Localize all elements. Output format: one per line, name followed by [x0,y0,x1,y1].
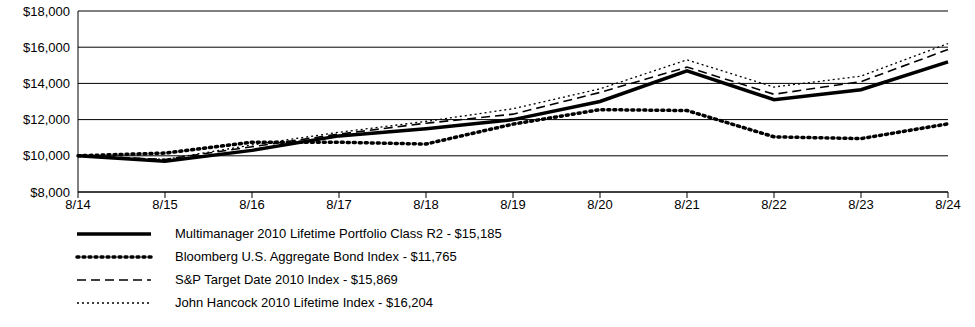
svg-text:8/22: 8/22 [761,197,786,212]
svg-text:8/20: 8/20 [587,197,612,212]
svg-text:8/17: 8/17 [326,197,351,212]
svg-text:$8,000: $8,000 [30,185,70,200]
svg-text:8/15: 8/15 [152,197,177,212]
svg-text:$10,000: $10,000 [23,148,70,163]
html-text:John Hancock 2010 Lifetime Ind: John Hancock 2010 Lifetime Index - $16,2… [175,295,433,310]
svg-text:$18,000: $18,000 [23,4,70,19]
html-text:Bloomberg U.S. Aggregate Bond: Bloomberg U.S. Aggregate Bond Index - $1… [175,249,457,264]
svg-text:$16,000: $16,000 [23,40,70,55]
svg-text:8/16: 8/16 [239,197,264,212]
svg-text:8/24: 8/24 [935,197,960,212]
html-text:Multimanager 2010 Lifetime Por: Multimanager 2010 Lifetime Portfolio Cla… [175,226,502,241]
svg-text:$14,000: $14,000 [23,76,70,91]
svg-text:8/14: 8/14 [65,197,91,213]
svg-text:8/19: 8/19 [500,197,525,212]
svg-text:$12,000: $12,000 [23,112,70,127]
svg-text:8/21: 8/21 [674,197,699,212]
svg-text:8/18: 8/18 [413,197,438,212]
html-text:S&P Target Date 2010 Index - $: S&P Target Date 2010 Index - $15,869 [175,272,398,287]
svg-text:8/23: 8/23 [848,197,873,212]
